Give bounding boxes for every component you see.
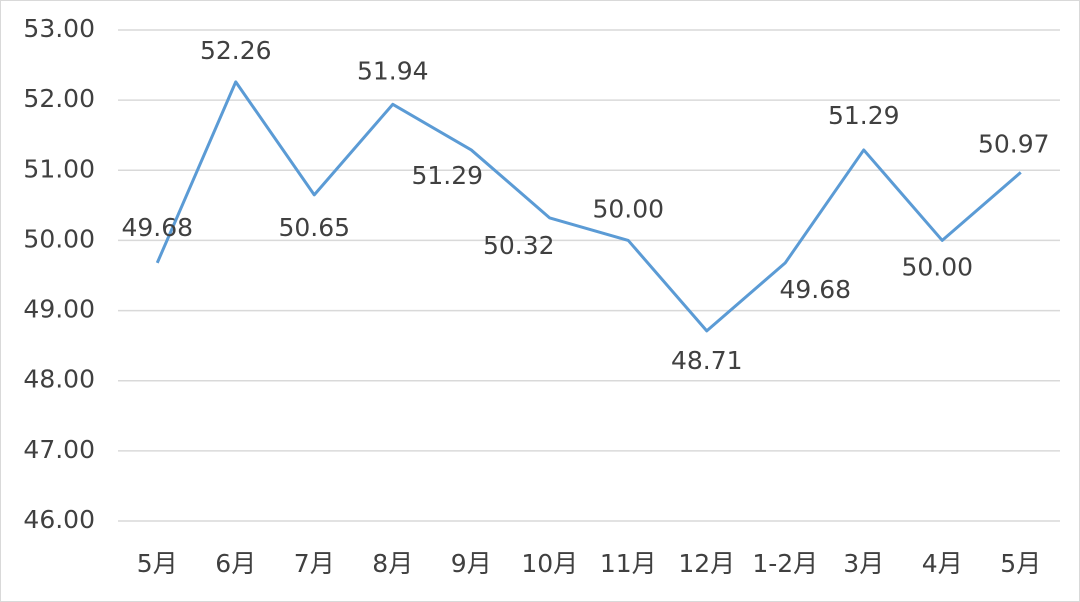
y-tick-label: 48.00	[23, 365, 95, 394]
x-tick-label: 5月	[137, 549, 178, 578]
data-label: 51.94	[357, 56, 429, 85]
data-label: 52.26	[200, 36, 272, 65]
data-label: 49.68	[121, 213, 193, 242]
x-tick-label: 11月	[600, 549, 657, 578]
data-label: 50.32	[483, 231, 555, 260]
y-tick-label: 46.00	[23, 505, 95, 534]
y-tick-label: 51.00	[23, 154, 95, 183]
data-label: 51.29	[828, 101, 900, 130]
y-tick-label: 50.00	[23, 224, 95, 253]
x-tick-label: 3月	[843, 549, 884, 578]
x-tick-label: 4月	[922, 549, 963, 578]
y-tick-label: 49.00	[23, 295, 95, 324]
data-label: 50.00	[592, 194, 664, 223]
x-tick-label: 7月	[294, 549, 335, 578]
x-tick-label: 10月	[521, 549, 578, 578]
x-tick-label: 6月	[215, 549, 256, 578]
y-tick-label: 52.00	[23, 84, 95, 113]
x-tick-label: 12月	[678, 549, 735, 578]
data-label: 50.97	[978, 129, 1050, 158]
data-line	[155, 80, 1022, 333]
data-label: 51.29	[411, 161, 483, 190]
x-tick-label: 8月	[372, 549, 413, 578]
y-tick-label: 47.00	[23, 435, 95, 464]
x-tick-label: 1-2月	[752, 549, 818, 578]
x-tick-label: 9月	[451, 549, 492, 578]
y-tick-label: 53.00	[23, 14, 95, 43]
data-label: 50.00	[901, 252, 973, 281]
x-tick-label: 5月	[1000, 549, 1041, 578]
data-label: 48.71	[671, 346, 743, 375]
data-label: 49.68	[779, 275, 851, 304]
data-label: 50.65	[278, 213, 350, 242]
